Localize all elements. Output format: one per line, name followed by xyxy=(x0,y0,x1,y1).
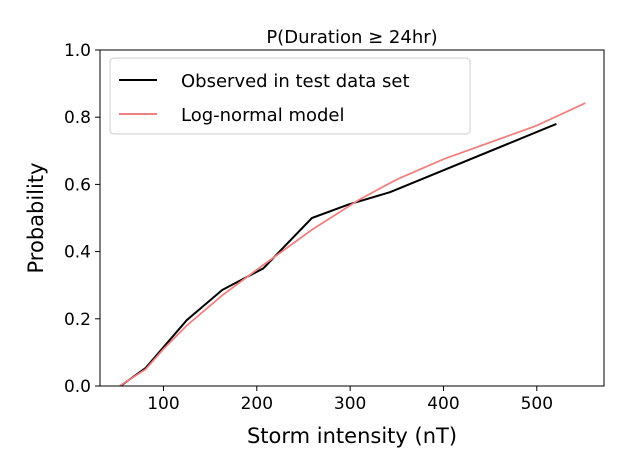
x-tick-label: 400 xyxy=(427,394,459,414)
y-tick-label: 0.2 xyxy=(64,310,91,330)
y-tick-label: 0.0 xyxy=(64,377,91,397)
series-line-log-normal xyxy=(119,102,586,387)
legend: Observed in test data set Log-normal mode… xyxy=(109,57,471,135)
legend-label: Observed in test data set xyxy=(181,71,410,92)
y-axis-label: Probability xyxy=(24,162,48,273)
legend-box xyxy=(109,57,471,135)
x-tick-label: 100 xyxy=(147,394,179,414)
x-tick-label: 300 xyxy=(334,394,366,414)
chart-title: P(Duration ≥ 24hr) xyxy=(266,27,437,48)
x-tick-label: 500 xyxy=(521,394,553,414)
y-tick-label: 0.8 xyxy=(64,108,91,128)
y-tick-label: 0.6 xyxy=(64,175,91,195)
y-tick-label: 1.0 xyxy=(64,41,91,61)
plot-frame xyxy=(99,49,605,387)
x-axis-label: Storm intensity (nT) xyxy=(247,424,457,448)
x-tick-label: 200 xyxy=(241,394,273,414)
legend-label: Log-normal model xyxy=(181,105,345,126)
y-tick-label: 0.4 xyxy=(64,243,91,263)
plot-area: 100 200 300 400 500 0.0 0.2 0.4 0.6 0.8 1.0 Observe… xyxy=(64,41,605,414)
series-line-observed xyxy=(119,122,557,387)
